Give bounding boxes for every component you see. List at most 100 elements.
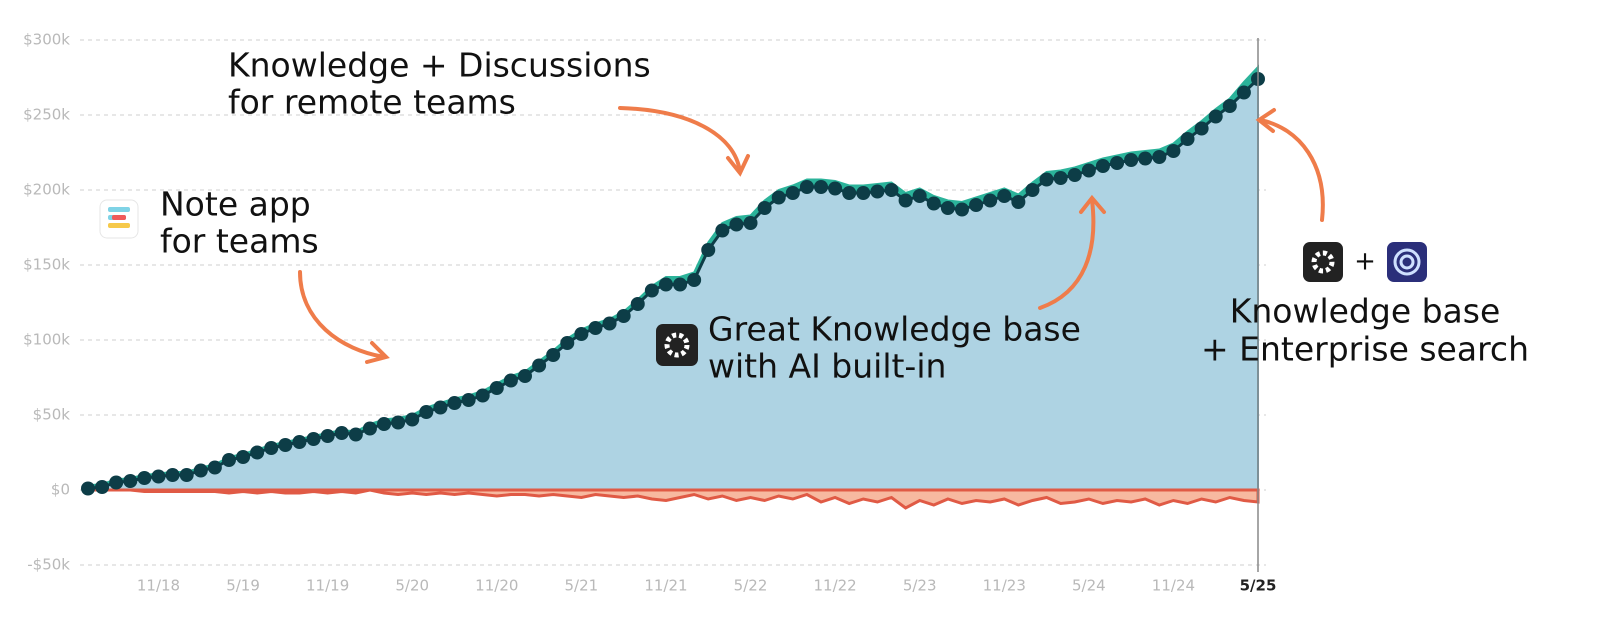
x-tick-label: 11/22 <box>813 577 856 595</box>
x-tick-label: 5/19 <box>226 577 260 595</box>
y-tick-label: -$50k <box>27 556 70 574</box>
x-tick-label: 5/24 <box>1072 577 1106 595</box>
net-dot <box>1194 121 1209 136</box>
net-dot <box>658 277 673 292</box>
net-dot <box>546 348 561 362</box>
net-dot <box>743 216 758 230</box>
net-dot <box>644 283 659 298</box>
net-dot <box>926 196 941 211</box>
net-dot <box>151 469 166 484</box>
net-dot <box>447 396 462 410</box>
net-dot <box>419 405 434 419</box>
x-tick-label: 11/24 <box>1152 577 1195 595</box>
net-dot <box>954 202 969 217</box>
net-dot <box>1166 144 1181 158</box>
net-dot <box>1152 150 1167 164</box>
net-dot <box>969 198 984 212</box>
net-dot <box>574 327 589 341</box>
net-dot <box>320 429 335 443</box>
net-dot <box>799 180 814 194</box>
net-dot <box>1208 109 1223 124</box>
y-tick-label: $150k <box>23 256 70 274</box>
net-dot <box>1124 153 1139 167</box>
net-dot <box>771 190 786 205</box>
arrow-head <box>1079 194 1106 214</box>
y-tick-label: $250k <box>23 106 70 124</box>
net-dot <box>898 193 913 208</box>
arrow-head <box>726 154 750 177</box>
net-dot <box>391 415 406 430</box>
net-dot <box>842 186 857 200</box>
net-dot <box>123 474 138 488</box>
net-dot <box>334 426 349 440</box>
net-dot <box>940 201 955 215</box>
net-dot <box>828 181 843 196</box>
x-tick-label: 5/20 <box>395 577 429 595</box>
net-dot <box>95 480 110 494</box>
net-dot <box>715 223 730 238</box>
arrow-head <box>365 341 390 364</box>
net-dot <box>109 475 124 490</box>
x-tick-label: 11/19 <box>306 577 349 595</box>
net-dot <box>701 243 716 257</box>
net-dot <box>1011 195 1026 209</box>
x-tick-label: 5/23 <box>903 577 937 595</box>
net-dot <box>250 445 265 460</box>
net-dot <box>1039 172 1054 187</box>
note-app-icon <box>99 199 139 239</box>
net-dot <box>785 186 800 200</box>
net-dot <box>884 183 899 197</box>
net-dot <box>1222 99 1237 113</box>
net-dot <box>532 358 547 373</box>
plot <box>81 64 1265 510</box>
net-dot <box>137 471 152 485</box>
net-dot <box>433 400 448 415</box>
annotation: with AI built-in <box>708 347 946 386</box>
net-dot <box>1236 85 1251 100</box>
net-dot <box>983 193 998 208</box>
net-dot <box>278 438 293 452</box>
arrow <box>298 270 387 359</box>
arrow-head <box>1255 108 1276 133</box>
y-tick-label: $50k <box>33 406 71 424</box>
net-dot <box>729 217 744 232</box>
net-dot <box>348 427 363 442</box>
kb-icon-small <box>1303 242 1343 282</box>
annotation: Knowledge + Discussions <box>228 46 651 85</box>
net-dot <box>405 412 420 427</box>
kb-icon <box>656 324 698 366</box>
arrow <box>1038 198 1096 310</box>
net-dot <box>1025 183 1040 197</box>
y-tick-label: $0 <box>51 481 70 499</box>
net-dot <box>1081 163 1096 178</box>
search-icon <box>1387 242 1427 282</box>
annotation: + Enterprise search <box>1201 330 1529 369</box>
net-dot <box>1067 168 1082 182</box>
net-dot <box>1110 156 1125 170</box>
net-dot <box>997 189 1012 203</box>
arrow <box>618 106 742 174</box>
net-dot <box>673 277 688 292</box>
x-tick-label: 11/21 <box>644 577 687 595</box>
net-dot <box>193 463 208 478</box>
annotation: for remote teams <box>228 83 516 122</box>
x-tick-label: 5/22 <box>734 577 768 595</box>
net-dot <box>292 435 307 449</box>
net-dot <box>517 369 532 383</box>
net-dot <box>461 393 476 407</box>
net-dot <box>264 441 279 455</box>
arrows <box>298 106 1325 364</box>
net-dot <box>207 460 222 475</box>
annotation: Note app <box>160 185 311 224</box>
x-tick-label: 11/18 <box>137 577 180 595</box>
net-dot <box>377 417 392 431</box>
net-dot <box>221 453 236 467</box>
net-dot <box>912 189 927 203</box>
x-tick-label: 11/20 <box>475 577 518 595</box>
net-dot <box>362 421 377 436</box>
net-dot <box>588 321 603 335</box>
net-dot <box>1095 159 1110 173</box>
net-dot <box>306 432 321 446</box>
